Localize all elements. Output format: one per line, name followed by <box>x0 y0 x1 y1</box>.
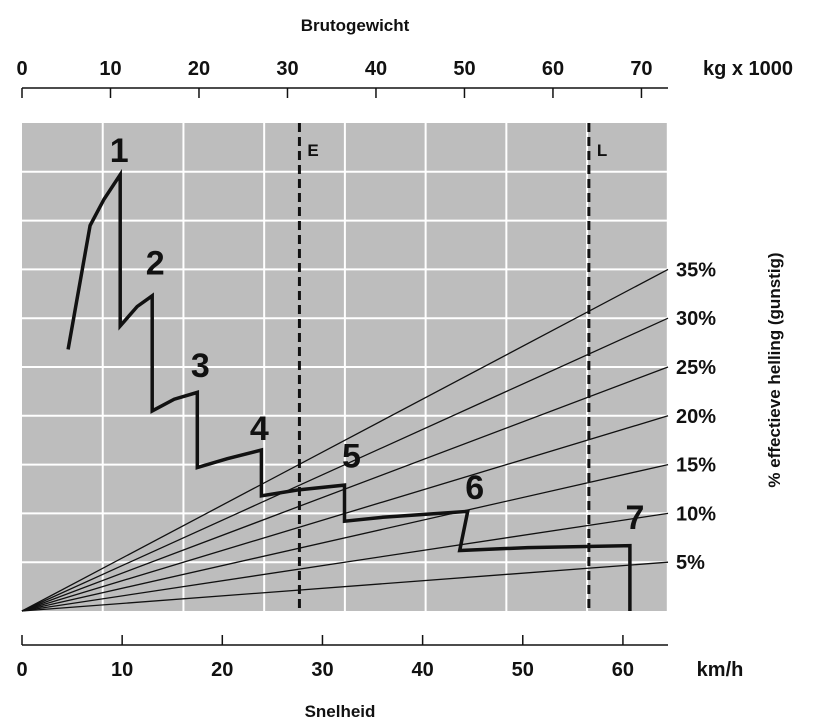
gear-label: 2 <box>146 244 165 282</box>
plot-area: E L 1 2 3 4 5 6 7 <box>21 123 669 612</box>
slope-label: 35% <box>676 259 716 281</box>
gear-label: 6 <box>465 469 484 507</box>
slope-label: 20% <box>676 406 716 428</box>
slope-line <box>21 268 669 612</box>
top-axis-unit: kg x 1000 <box>703 58 793 80</box>
bottom-axis-tick-label: 50 <box>512 659 534 681</box>
bottom-axis-tick-label: 10 <box>111 659 133 681</box>
marker-label: L <box>597 141 607 160</box>
grid <box>22 123 669 611</box>
bottom-axis-tick-label: 40 <box>411 659 433 681</box>
gear-label: 1 <box>110 132 129 170</box>
gear-label: 3 <box>191 347 210 385</box>
top-axis-tick-label: 20 <box>188 58 210 80</box>
top-axis-tick-label: 10 <box>99 58 121 80</box>
top-axis-tick-label: 60 <box>542 58 564 80</box>
right-axis-title: % effectieve helling (gunstig) <box>765 252 784 487</box>
slope-label: 15% <box>676 455 716 477</box>
bottom-axis-tick-label: 60 <box>612 659 634 681</box>
slope-label: 30% <box>676 308 716 330</box>
top-axis-tick-label: 70 <box>630 58 652 80</box>
gear-curve <box>66 168 632 611</box>
bottom-axis-tick-label: 0 <box>16 659 27 681</box>
bottom-axis-tick-label: 20 <box>211 659 233 681</box>
bottom-axis: 0 10 20 30 40 50 60 <box>16 635 668 681</box>
top-axis-tick-label: 40 <box>365 58 387 80</box>
slope-line <box>21 561 669 612</box>
slope-label: 5% <box>676 552 705 574</box>
gear-label: 5 <box>342 438 361 476</box>
slope-label: 25% <box>676 357 716 379</box>
top-axis: 0 10 20 30 40 50 60 70 <box>16 58 668 98</box>
top-axis-tick-label: 0 <box>16 58 27 80</box>
gear-label: 4 <box>250 410 269 448</box>
slope-label: 10% <box>676 503 716 525</box>
top-axis-tick-label: 50 <box>453 58 475 80</box>
bottom-axis-unit: km/h <box>697 659 744 681</box>
top-axis-tick-label: 30 <box>276 58 298 80</box>
slope-line <box>21 317 669 612</box>
bottom-axis-title: Snelheid <box>305 702 376 721</box>
gear-label: 7 <box>625 499 644 537</box>
marker-label: E <box>307 141 318 160</box>
slope-line <box>21 512 669 612</box>
slope-line <box>21 463 669 612</box>
bottom-axis-tick-label: 30 <box>311 659 333 681</box>
top-axis-title: Brutogewicht <box>301 16 410 35</box>
